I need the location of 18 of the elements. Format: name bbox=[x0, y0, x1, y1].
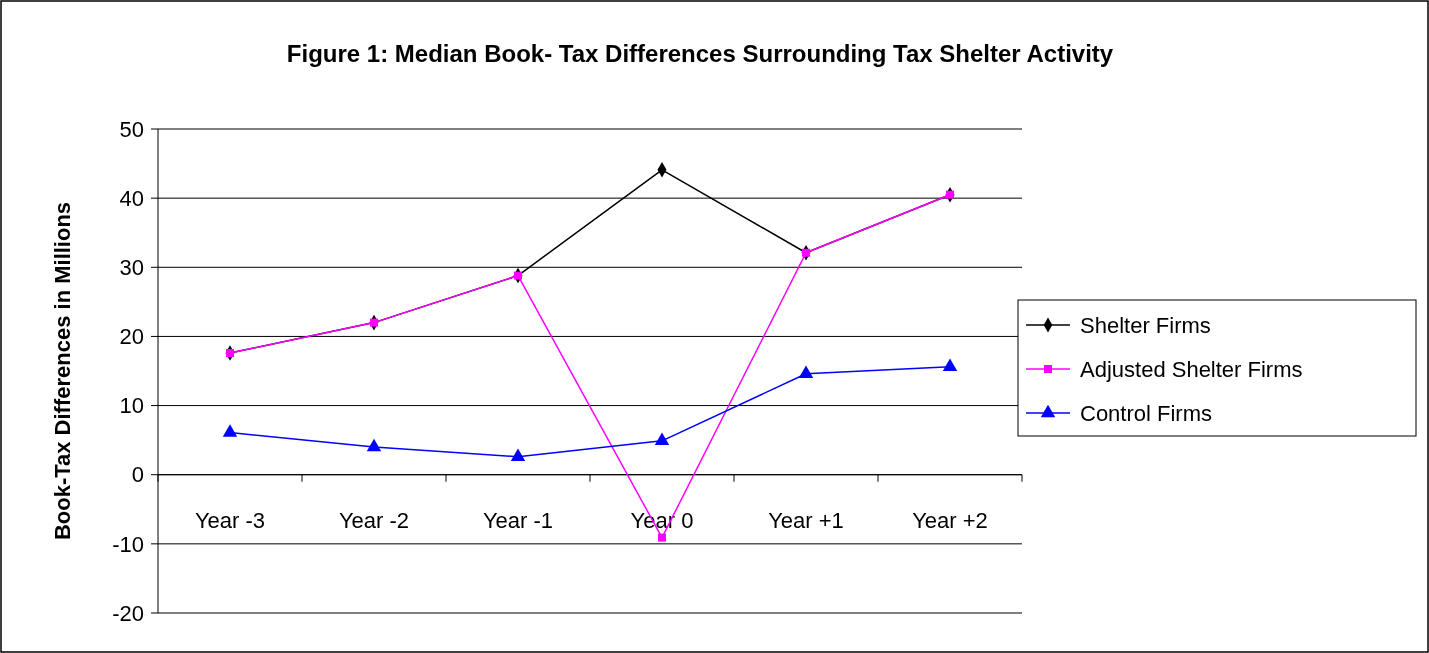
y-tick-label: -20 bbox=[112, 600, 144, 626]
y-tick-label: 10 bbox=[119, 393, 144, 419]
legend-label: Control Firms bbox=[1080, 400, 1213, 426]
y-axis-title: Book-Tax Differences in Millions bbox=[50, 201, 75, 541]
legend-label: Adjusted Shelter Firms bbox=[1080, 356, 1303, 382]
y-tick-label: 50 bbox=[119, 116, 144, 142]
x-tick-label: Year -2 bbox=[338, 507, 410, 533]
y-tick-label: 0 bbox=[131, 462, 144, 488]
x-tick-label: Year +1 bbox=[768, 507, 844, 533]
x-tick-label: Year -1 bbox=[482, 507, 554, 533]
chart-title: Figure 1: Median Book- Tax Differences Surrounding Tax Shelter Activity bbox=[286, 40, 1114, 67]
x-tick-label: Year -3 bbox=[194, 507, 266, 533]
legend-label: Shelter Firms bbox=[1080, 312, 1211, 338]
y-tick-label: -10 bbox=[112, 531, 144, 557]
y-tick-label: 40 bbox=[119, 185, 144, 211]
y-tick-label: 20 bbox=[119, 324, 144, 350]
x-tick-label: Year +2 bbox=[912, 507, 988, 533]
y-tick-label: 30 bbox=[119, 254, 144, 280]
